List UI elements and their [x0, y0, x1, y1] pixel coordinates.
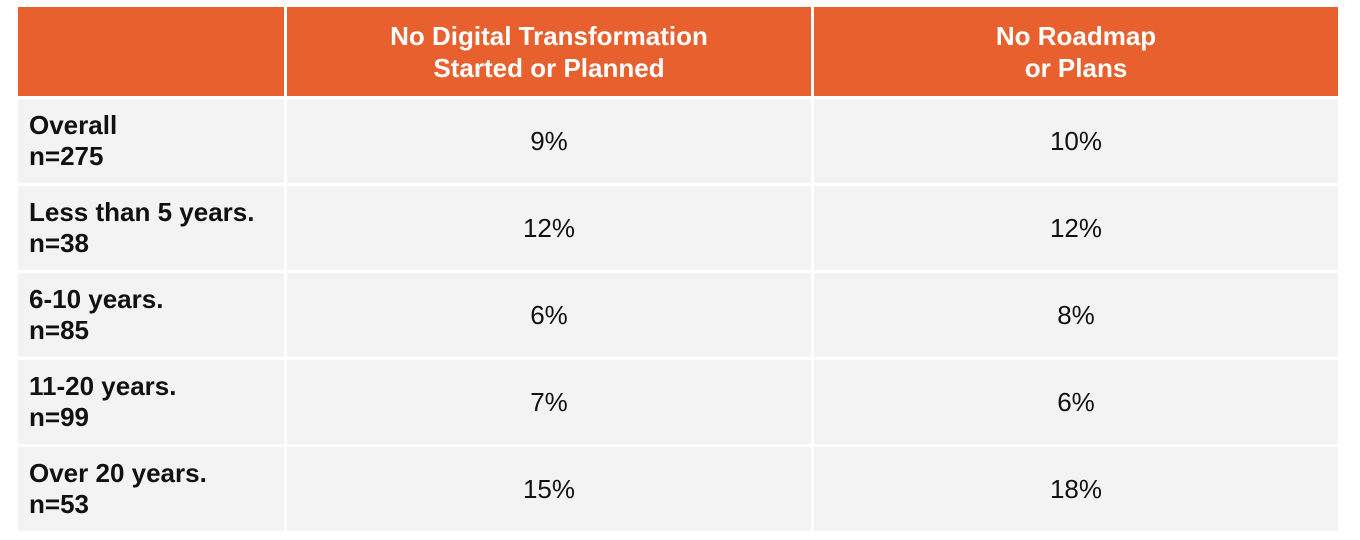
value-cell: 7%: [284, 360, 811, 444]
table-row: 6-10 years. n=85 6% 8%: [18, 270, 1338, 357]
table-row: Less than 5 years. n=38 12% 12%: [18, 183, 1338, 270]
row-label-cell: Less than 5 years. n=38: [18, 186, 284, 270]
value-cell: 15%: [284, 447, 811, 531]
value-cell: 9%: [284, 99, 811, 183]
header-line: No Digital Transformation: [390, 20, 708, 51]
table-header-row: No Digital Transformation Started or Pla…: [18, 7, 1338, 96]
row-label-cell: 11-20 years. n=99: [18, 360, 284, 444]
row-label: Less than 5 years.: [29, 197, 255, 227]
header-cell-no-digital-transformation: No Digital Transformation Started or Pla…: [284, 7, 811, 96]
row-sample-size: n=275: [29, 141, 104, 171]
value-cell: 6%: [811, 360, 1338, 444]
table-row: Over 20 years. n=53 15% 18%: [18, 444, 1338, 531]
row-label-cell: Overall n=275: [18, 99, 284, 183]
row-label-cell: Over 20 years. n=53: [18, 447, 284, 531]
row-label: 6-10 years.: [29, 284, 164, 314]
value-cell: 12%: [811, 186, 1338, 270]
table-row: Overall n=275 9% 10%: [18, 96, 1338, 183]
value-cell: 12%: [284, 186, 811, 270]
row-label: Over 20 years.: [29, 458, 207, 488]
value-cell: 8%: [811, 273, 1338, 357]
header-cell-no-roadmap: No Roadmap or Plans: [811, 7, 1338, 96]
row-label: 11-20 years.: [29, 371, 177, 401]
data-table: No Digital Transformation Started or Pla…: [18, 7, 1338, 531]
value-cell: 6%: [284, 273, 811, 357]
row-sample-size: n=85: [29, 315, 89, 345]
value-cell: 18%: [811, 447, 1338, 531]
value-cell: 10%: [811, 99, 1338, 183]
table-row: 11-20 years. n=99 7% 6%: [18, 357, 1338, 444]
row-sample-size: n=99: [29, 402, 89, 432]
header-line: or Plans: [1024, 52, 1128, 83]
header-line: Started or Planned: [433, 52, 665, 83]
row-label: Overall: [29, 110, 118, 140]
header-empty-cell: [18, 7, 284, 96]
row-sample-size: n=38: [29, 228, 89, 258]
row-label-cell: 6-10 years. n=85: [18, 273, 284, 357]
row-sample-size: n=53: [29, 489, 89, 519]
header-line: No Roadmap: [995, 20, 1157, 51]
